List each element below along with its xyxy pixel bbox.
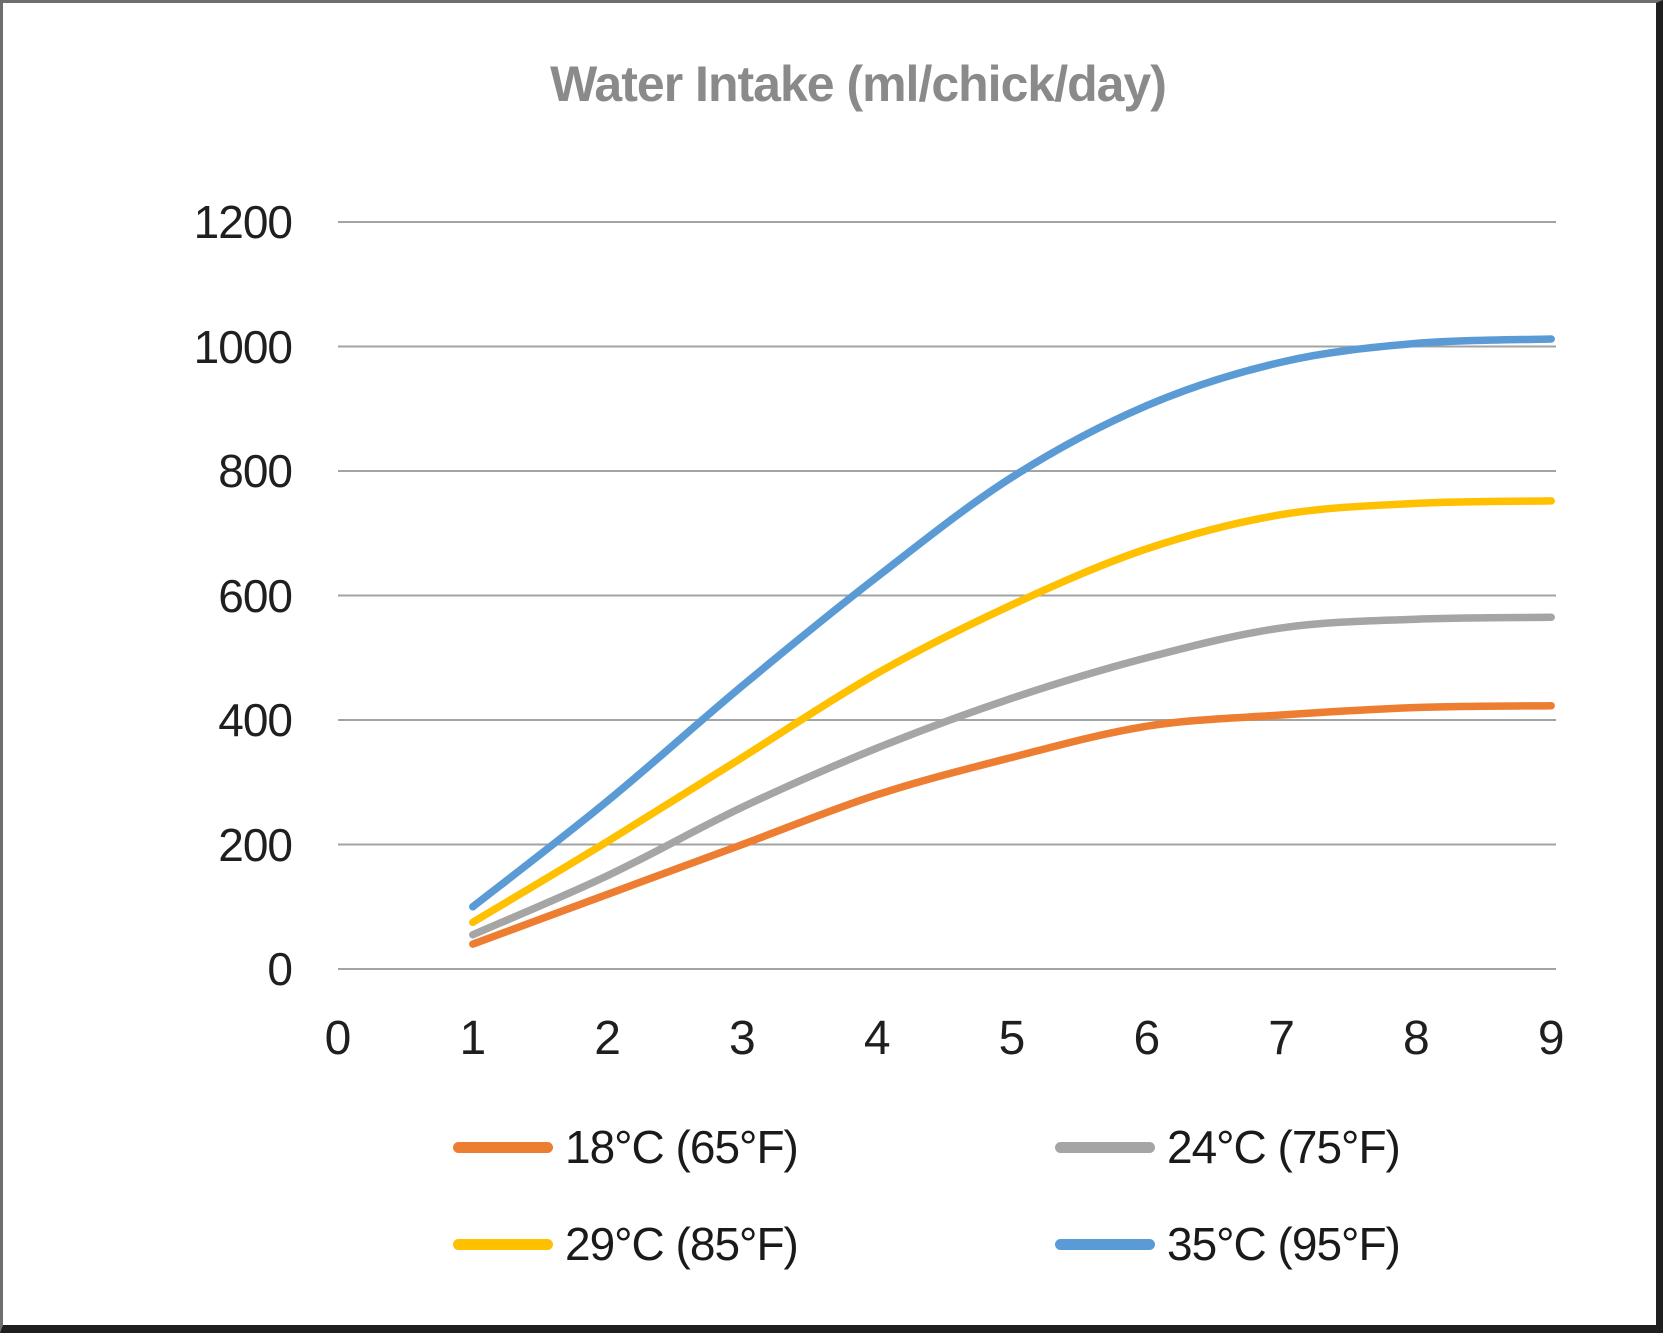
series-line-1-24c75f [469,613,1555,939]
legend-swatch-line-icon [453,1142,553,1153]
x-axis-tick-label: 3 [729,1012,756,1065]
legend-label: 24°C (75°F) [1167,1121,1401,1173]
x-axis-tick-label: 1 [459,1012,487,1065]
legend-label: 35°C (95°F) [1167,1218,1401,1270]
x-axis-tick-label: 2 [594,1012,621,1065]
x-axis-tick-label: 7 [1268,1012,1295,1065]
x-axis-tick-label: 9 [1537,1012,1565,1065]
series-line-2-29c85f [469,497,1555,927]
x-axis-tick-label: 8 [1403,1012,1430,1065]
line-chart-plot-area [338,221,1556,970]
y-axis-tick-label: 600 [218,569,293,622]
legend-label: 18°C (65°F) [565,1121,799,1173]
series-line-0-18c65f [469,701,1555,948]
y-axis-tick-label: 1200 [193,196,293,248]
legend-swatch-line-icon [1055,1142,1155,1153]
x-axis-tick-label: 5 [998,1012,1026,1065]
y-axis-tick-label: 400 [218,694,293,746]
chart-title: Water Intake (ml/chick/day) [550,56,1167,112]
x-axis-tick-label: 4 [863,1012,891,1065]
series-line-3-35c95f [469,335,1555,911]
legend-swatch-line-icon [453,1239,553,1250]
x-axis-tick-label: 6 [1133,1012,1161,1065]
legend-label: 29°C (85°F) [565,1218,799,1270]
legend-swatch-line-icon [1055,1239,1155,1250]
y-axis-tick-label: 200 [218,818,293,871]
y-axis-tick-label: 1000 [193,320,293,373]
x-axis-tick-label: 0 [324,1012,352,1065]
y-axis-tick-label: 800 [218,445,293,497]
y-axis-tick-label: 0 [267,943,293,995]
